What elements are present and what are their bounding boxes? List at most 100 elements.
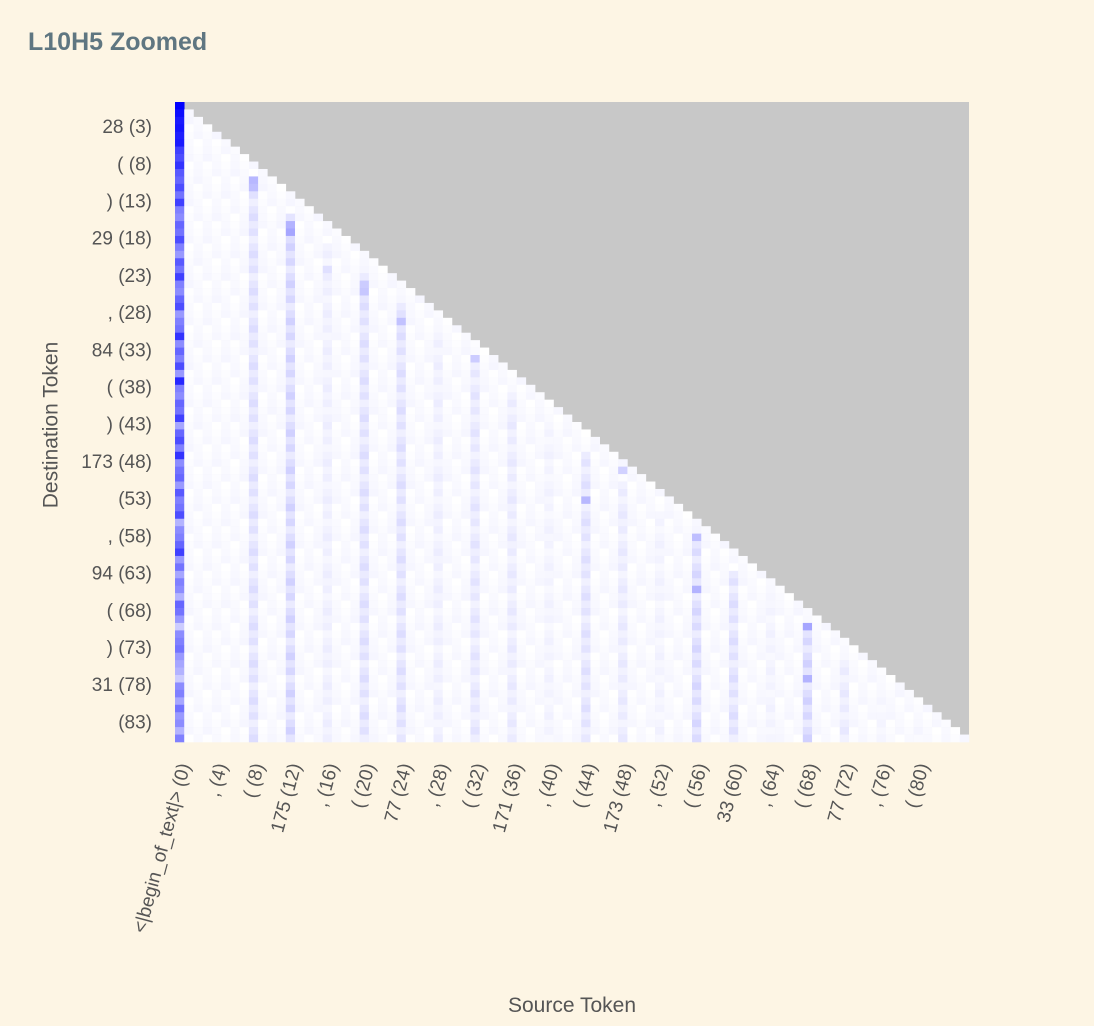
heatmap-cell <box>341 488 351 497</box>
heatmap-cell <box>378 526 388 534</box>
heatmap-cell <box>525 593 536 601</box>
heatmap-cell <box>682 712 693 720</box>
heatmap-cell <box>248 422 259 430</box>
heatmap-cell <box>405 518 416 527</box>
heatmap-cell <box>765 660 776 668</box>
heatmap-cell <box>562 436 573 445</box>
heatmap-cell <box>258 444 268 453</box>
heatmap-cell <box>350 295 360 304</box>
heatmap-cell <box>322 578 333 587</box>
heatmap-cell <box>230 310 240 319</box>
x-tick-label: , (4) <box>203 761 232 799</box>
heatmap-cell <box>507 436 517 445</box>
heatmap-cell <box>184 384 194 393</box>
heatmap-cell <box>258 541 268 549</box>
heatmap-cell <box>507 459 517 467</box>
heatmap-cell <box>221 622 231 631</box>
heatmap-cell <box>415 310 425 319</box>
heatmap-cell <box>793 637 804 646</box>
heatmap-cell <box>590 608 600 616</box>
heatmap-cell <box>479 369 490 378</box>
heatmap-cell <box>922 704 933 713</box>
heatmap-cell <box>488 630 499 639</box>
heatmap-cell <box>359 302 370 311</box>
heatmap-cell <box>221 243 231 252</box>
heatmap-cell <box>590 675 600 683</box>
heatmap-cell <box>710 660 721 668</box>
heatmap-cell <box>193 459 203 467</box>
heatmap-cell <box>239 183 250 192</box>
heatmap-cell <box>221 399 231 408</box>
heatmap-cell <box>692 667 702 676</box>
heatmap-cell <box>553 622 564 631</box>
heatmap-cell <box>701 555 711 564</box>
heatmap-cell <box>239 600 250 609</box>
heatmap-cell <box>451 578 462 587</box>
heatmap-cell <box>175 116 185 125</box>
heatmap-cell <box>239 585 250 594</box>
heatmap-cell <box>211 608 222 616</box>
heatmap-cell <box>230 637 240 646</box>
heatmap-cell <box>211 712 222 720</box>
heatmap-cell <box>867 697 877 706</box>
heatmap-cell <box>442 652 453 661</box>
heatmap-cell <box>322 355 333 363</box>
heatmap-cell <box>313 466 324 475</box>
heatmap-cell <box>359 593 370 601</box>
heatmap-cell <box>581 533 591 542</box>
heatmap-cell <box>276 712 287 720</box>
heatmap-cell <box>507 466 517 475</box>
heatmap-cell <box>442 585 453 594</box>
x-tick-label: , (52) <box>644 761 676 809</box>
heatmap-cell <box>248 466 259 475</box>
heatmap-cell <box>396 355 407 363</box>
heatmap-cell <box>341 593 351 601</box>
heatmap-cell <box>415 384 425 393</box>
heatmap-cell <box>433 660 444 668</box>
heatmap-cell <box>359 288 370 296</box>
heatmap-cell <box>415 451 425 460</box>
heatmap-cell <box>627 719 637 728</box>
heatmap-cell <box>184 191 194 200</box>
heatmap-cell <box>802 615 813 624</box>
heatmap-cell <box>710 570 721 579</box>
heatmap-cell <box>230 585 240 594</box>
heatmap-cell <box>175 533 185 542</box>
heatmap-cell <box>202 503 213 512</box>
heatmap-cell <box>193 362 203 371</box>
heatmap-cell <box>313 488 324 497</box>
heatmap-cell <box>775 704 785 713</box>
heatmap-cell <box>175 466 185 475</box>
heatmap-cell <box>211 637 222 646</box>
heatmap-cell <box>239 637 250 646</box>
heatmap-cell <box>378 347 388 356</box>
heatmap-cell <box>211 191 222 200</box>
heatmap-cell <box>258 585 268 594</box>
heatmap-cell <box>682 593 693 601</box>
heatmap-cell <box>211 652 222 661</box>
heatmap-cell <box>655 533 665 542</box>
heatmap-cell <box>913 727 924 735</box>
x-tick-label: , (16) <box>311 761 343 809</box>
heatmap-cell <box>350 734 360 743</box>
heatmap-cell <box>516 630 527 639</box>
heatmap-cell <box>230 235 240 244</box>
heatmap-cell <box>599 555 610 564</box>
heatmap-cell <box>221 503 231 512</box>
heatmap-cell <box>701 712 711 720</box>
heatmap-cell <box>461 436 471 445</box>
heatmap-cell <box>470 712 480 720</box>
heatmap-cell <box>295 704 305 713</box>
heatmap-cell <box>331 317 342 326</box>
heatmap-cell <box>618 622 628 631</box>
heatmap-cell <box>461 704 471 713</box>
heatmap-cell <box>415 466 425 475</box>
heatmap-cell <box>175 541 185 549</box>
heatmap-cell <box>211 310 222 319</box>
heatmap-cell <box>498 682 508 691</box>
heatmap-cell <box>378 444 388 453</box>
heatmap-cell <box>202 429 213 438</box>
heatmap-cell <box>784 660 794 668</box>
heatmap-cell <box>267 548 277 557</box>
heatmap-cell <box>747 734 757 743</box>
